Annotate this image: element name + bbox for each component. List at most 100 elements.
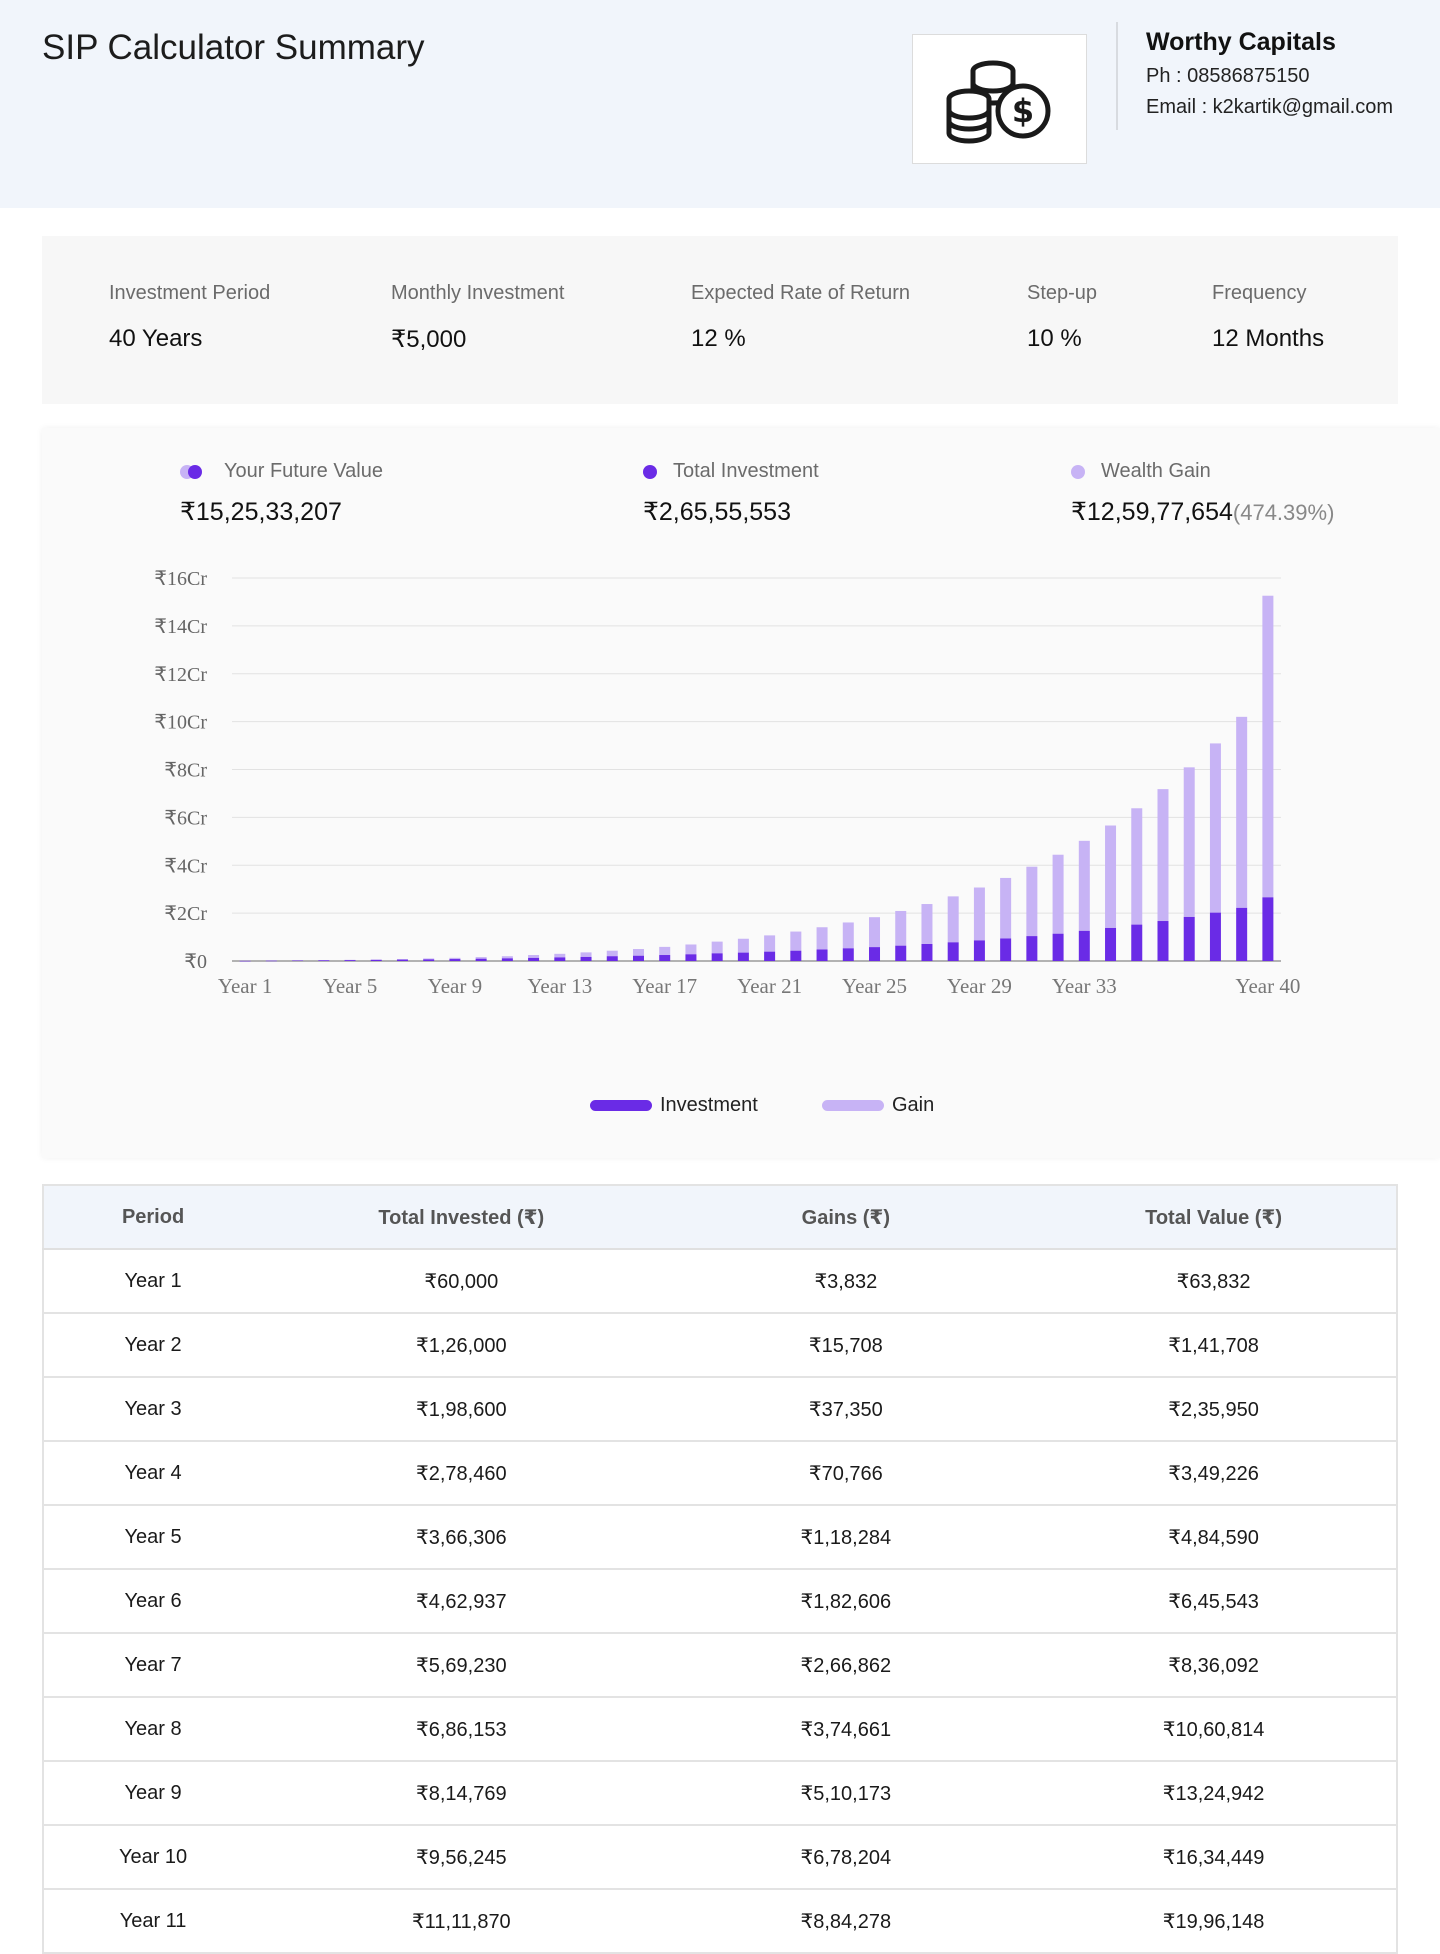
table-cell: ₹4,84,590 (1031, 1505, 1397, 1570)
metric-wealth-gain: Wealth Gain ₹12,59,77,654(474.39%) (1071, 460, 1334, 527)
bar-gain (1209, 743, 1221, 913)
param-value: 12 Months (1212, 325, 1325, 352)
legend-gain: Gain (822, 1094, 934, 1117)
bar-investment (580, 956, 592, 961)
table-cell: ₹6,86,153 (262, 1697, 661, 1762)
table-row: Year 3 ₹1,98,600 ₹37,350 ₹2,35,950 (43, 1377, 1397, 1442)
bar-investment (528, 957, 540, 961)
bar-investment (711, 953, 723, 961)
legend-swatch (822, 1100, 884, 1111)
metric-value: ₹2,65,55,553 (643, 498, 791, 526)
bar-gain (1183, 767, 1195, 917)
table-cell: ₹8,14,769 (262, 1761, 661, 1826)
legend-label: Gain (892, 1094, 935, 1116)
param-frequency: Frequency 12 Months (1212, 282, 1324, 353)
param-investment-period: Investment Period 40 Years (109, 282, 270, 353)
table-cell: ₹1,82,606 (660, 1569, 1032, 1634)
param-value: 40 Years (109, 325, 203, 352)
bar-investment (606, 956, 618, 961)
param-value: 12 % (691, 325, 746, 352)
bar-gain (973, 887, 985, 941)
bar-investment (659, 955, 671, 961)
bar-investment (344, 960, 356, 961)
table-row: Year 6 ₹4,62,937 ₹1,82,606 ₹6,45,543 (43, 1569, 1397, 1634)
bar-investment (554, 957, 566, 961)
bar-investment (1262, 897, 1274, 961)
bar-gain (1052, 854, 1064, 934)
x-tick-label: Year 1 (218, 974, 272, 998)
bar-gain (764, 935, 776, 952)
x-tick-label: Year 29 (947, 974, 1012, 998)
bar-investment (1078, 930, 1090, 961)
y-tick-label: ₹14Cr (154, 616, 207, 638)
gain-dot-icon (1071, 464, 1085, 479)
table-cell: ₹70,766 (660, 1441, 1032, 1506)
table-cell: ₹8,36,092 (1031, 1633, 1397, 1698)
bar-gain (1026, 866, 1038, 937)
table-cell: ₹6,78,204 (660, 1825, 1032, 1890)
y-tick-label: ₹6Cr (164, 807, 207, 829)
bar-investment (423, 959, 435, 961)
metric-total-investment: Total Investment ₹2,65,55,553 (643, 460, 819, 527)
bar-investment (1183, 916, 1195, 961)
param-step-up: Step-up 10 % (1027, 282, 1097, 353)
bar-gain (1262, 595, 1274, 898)
bar-investment (1236, 907, 1248, 961)
bar-gain (1105, 825, 1117, 928)
bar-investment (1209, 912, 1221, 961)
wealth-gain-percent: (474.39%) (1232, 500, 1335, 525)
column-header: Gains (₹) (660, 1185, 1032, 1250)
legend-investment: Investment (590, 1094, 758, 1117)
table-cell: Year 7 (43, 1633, 263, 1698)
y-tick-label: ₹16Cr (154, 568, 207, 590)
table-cell: Year 9 (43, 1761, 263, 1826)
x-tick-label: Year 5 (323, 974, 377, 998)
legend-label: Investment (660, 1094, 758, 1116)
bar-investment (239, 960, 251, 962)
param-expected-return: Expected Rate of Return 12 % (691, 282, 910, 353)
x-tick-label: Year 21 (737, 974, 802, 998)
table-cell: ₹2,35,950 (1031, 1377, 1397, 1442)
table-cell: ₹19,96,148 (1031, 1889, 1397, 1954)
bar-investment (475, 958, 487, 961)
metric-label: Wealth Gain (1101, 460, 1211, 482)
table-cell: ₹8,84,278 (660, 1889, 1032, 1954)
bar-investment (816, 949, 828, 961)
company-phone: Ph : 08586875150 (1146, 65, 1310, 87)
param-label: Frequency (1212, 282, 1307, 304)
table-cell: ₹9,56,245 (262, 1825, 661, 1890)
table-cell: ₹37,350 (660, 1377, 1032, 1442)
metric-label: Total Investment (673, 460, 819, 482)
bar-investment (842, 948, 854, 961)
bar-gain (528, 955, 540, 958)
bar-investment (632, 955, 644, 961)
table-cell: ₹1,18,284 (660, 1505, 1032, 1570)
bar-investment (947, 942, 959, 961)
bar-gain (737, 938, 749, 953)
table-cell: ₹3,66,306 (262, 1505, 661, 1570)
bar-investment (1131, 924, 1143, 961)
param-label: Step-up (1027, 282, 1098, 304)
table-cell: ₹60,000 (262, 1249, 661, 1314)
company-info: Worthy Capitals Ph : 08586875150 Email :… (1146, 28, 1393, 127)
param-label: Expected Rate of Return (691, 282, 911, 304)
page-title: SIP Calculator Summary (42, 28, 425, 67)
metric-future-value: Your Future Value ₹15,25,33,207 (180, 460, 383, 527)
bar-investment (895, 945, 907, 961)
table-cell: ₹2,66,862 (660, 1633, 1032, 1698)
table-cell: ₹13,24,942 (1031, 1761, 1397, 1826)
bar-gain (449, 957, 461, 960)
metric-value: ₹12,59,77,654 (1071, 498, 1233, 526)
bar-investment (1052, 933, 1064, 961)
table-row: Year 9 ₹8,14,769 ₹5,10,173 ₹13,24,942 (43, 1761, 1397, 1826)
header: SIP Calculator Summary $ Worthy Capitals… (0, 0, 1440, 208)
table-row: Year 1 ₹60,000 ₹3,832 ₹63,832 (43, 1249, 1397, 1314)
y-tick-label: ₹12Cr (154, 664, 207, 686)
bar-investment (973, 940, 985, 961)
table-row: Year 4 ₹2,78,460 ₹70,766 ₹3,49,226 (43, 1441, 1397, 1506)
bar-gain (396, 958, 408, 960)
bar-investment (737, 952, 749, 961)
bar-gain (1078, 840, 1090, 931)
bar-gain (423, 958, 435, 960)
table-cell: ₹5,10,173 (660, 1761, 1032, 1826)
